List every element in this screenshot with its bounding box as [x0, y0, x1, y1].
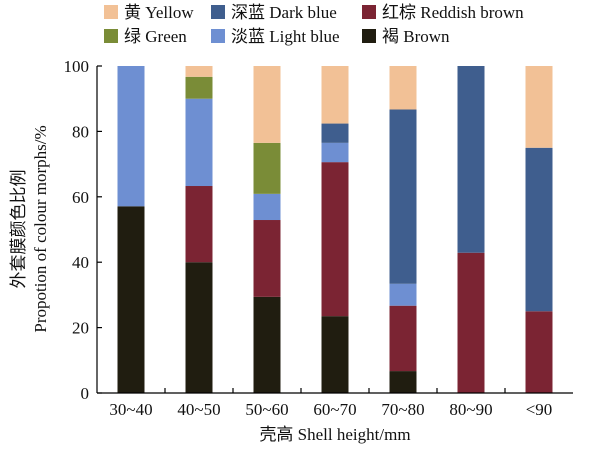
y-tick-label: 0	[81, 384, 90, 403]
legend: 黄 Yellow 深蓝 Dark blue 红棕 Reddish brown 绿 Gr…	[104, 3, 524, 46]
bar-segment	[185, 262, 213, 393]
bar-segment	[389, 371, 417, 393]
y-tick-label: 80	[72, 122, 89, 141]
x-tick-label: 50~60	[245, 400, 288, 419]
bar-segment	[185, 66, 213, 77]
y-ticks: 0 20 40 60 80 100	[64, 57, 102, 403]
bar-segment	[525, 311, 553, 393]
bar-segment	[185, 186, 213, 263]
x-axis-title: 壳高 Shell height/mm	[259, 425, 410, 444]
bar-segment	[117, 206, 145, 393]
x-tick-label: <90	[526, 400, 553, 419]
legend-label: 淡蓝 Light blue	[231, 27, 340, 46]
bar-segment	[321, 162, 349, 317]
legend-swatch	[362, 5, 376, 19]
x-tick-label: 60~70	[313, 400, 356, 419]
bar-segment	[321, 142, 349, 163]
bar-segment	[389, 283, 417, 306]
axes	[96, 66, 573, 394]
y-tick-label: 20	[72, 319, 89, 338]
y-tick-label: 100	[64, 57, 90, 76]
legend-swatch	[211, 29, 225, 43]
legend-swatch	[211, 5, 225, 19]
bar-segment	[185, 98, 213, 187]
x-tick-label: 40~50	[177, 400, 220, 419]
bar-segment	[253, 193, 281, 221]
legend-label: 红棕 Reddish brown	[382, 3, 524, 22]
bar-segment	[321, 123, 349, 143]
y-axis-title-line2: Propotion of colour morphs/%	[31, 125, 50, 332]
legend-label: 黄 Yellow	[124, 3, 194, 22]
y-tick-label: 60	[72, 188, 89, 207]
x-tick-label: 80~90	[449, 400, 492, 419]
y-tick-label: 40	[72, 253, 89, 272]
legend-swatch	[362, 29, 376, 43]
bar-segment	[253, 66, 281, 143]
x-ticks: 30~40 40~50 50~60 60~70 70~80 80~90 <90	[109, 388, 552, 419]
bars	[117, 66, 553, 393]
legend-swatch	[104, 5, 118, 19]
bar-segment	[185, 76, 213, 99]
bar-segment	[321, 66, 349, 124]
bar-segment	[389, 109, 417, 284]
bar-segment	[525, 147, 553, 312]
bar-segment	[389, 66, 417, 110]
bar-segment	[457, 66, 485, 253]
bar-segment	[253, 296, 281, 393]
bar-segment	[253, 220, 281, 297]
bar-segment	[389, 305, 417, 372]
legend-label: 深蓝 Dark blue	[231, 3, 337, 22]
bar-segment	[117, 66, 145, 207]
y-axis-title-line1: 外套膜颜色比例	[9, 170, 28, 289]
bar-segment	[525, 66, 553, 148]
bar-segment	[321, 316, 349, 393]
x-tick-label: 70~80	[381, 400, 424, 419]
bar-segment	[457, 252, 485, 393]
legend-label: 褐 Brown	[382, 27, 450, 46]
legend-swatch	[104, 29, 118, 43]
x-tick-label: 30~40	[109, 400, 152, 419]
legend-label: 绿 Green	[124, 27, 187, 46]
bar-segment	[253, 142, 281, 194]
